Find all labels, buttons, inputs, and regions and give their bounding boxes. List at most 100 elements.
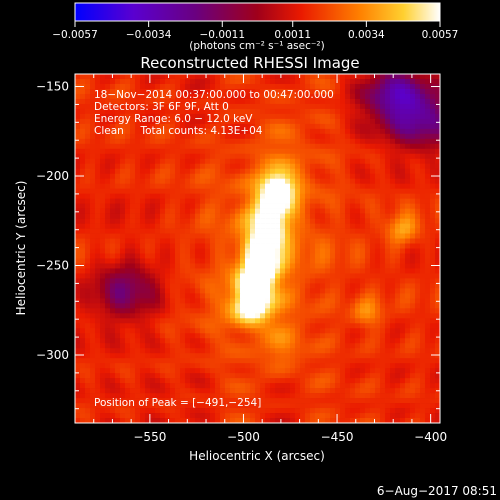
- heatmap-cell: [330, 288, 336, 294]
- heatmap-cell: [335, 273, 341, 279]
- heatmap-cell: [90, 333, 96, 339]
- heatmap-cell: [280, 258, 286, 264]
- heatmap-cell: [170, 328, 176, 334]
- heatmap-cell: [90, 403, 96, 409]
- heatmap-cell: [135, 138, 141, 145]
- heatmap-cell: [355, 268, 361, 274]
- heatmap-cell: [415, 283, 421, 289]
- heatmap-cell: [135, 248, 141, 254]
- heatmap-cell: [150, 303, 156, 309]
- heatmap-cell: [205, 408, 211, 414]
- heatmap-cell: [430, 278, 436, 284]
- heatmap-cell: [120, 278, 126, 284]
- heatmap-cell: [145, 178, 151, 185]
- heatmap-cell: [235, 213, 241, 219]
- heatmap-cell: [370, 113, 376, 120]
- heatmap-cell: [325, 403, 331, 409]
- heatmap-cell: [80, 128, 86, 135]
- heatmap-cell: [115, 103, 121, 110]
- heatmap-cell: [100, 78, 106, 85]
- heatmap-cell: [145, 353, 151, 359]
- heatmap-cell: [115, 343, 121, 349]
- heatmap-cell: [215, 183, 221, 190]
- heatmap-cell: [305, 188, 311, 195]
- heatmap-cell: [270, 243, 276, 249]
- heatmap-cell: [185, 398, 191, 404]
- heatmap-cell: [435, 293, 441, 299]
- heatmap-cell: [160, 253, 166, 259]
- heatmap-cell: [265, 78, 271, 85]
- heatmap-cell: [85, 108, 91, 115]
- heatmap-cell: [275, 243, 281, 249]
- heatmap-cell: [240, 373, 246, 379]
- heatmap-cell: [305, 143, 311, 150]
- heatmap-cell: [400, 148, 406, 155]
- heatmap-cell: [215, 253, 221, 259]
- heatmap-cell: [165, 238, 171, 244]
- heatmap-cell: [160, 103, 166, 110]
- heatmap-cell: [405, 338, 411, 344]
- heatmap-cell: [125, 353, 131, 359]
- heatmap-cell: [415, 288, 421, 294]
- heatmap-cell: [190, 408, 196, 414]
- heatmap-cell: [175, 108, 181, 115]
- heatmap-cell: [205, 348, 211, 354]
- heatmap-cell: [210, 123, 216, 130]
- heatmap-cell: [225, 88, 231, 95]
- heatmap-cell: [410, 343, 416, 349]
- heatmap-cell: [150, 253, 156, 259]
- heatmap-cell: [390, 163, 396, 170]
- heatmap-cell: [155, 328, 161, 334]
- heatmap-cell: [140, 143, 146, 150]
- heatmap-cell: [300, 183, 306, 190]
- heatmap-cell: [285, 153, 291, 160]
- heatmap-cell: [295, 318, 301, 324]
- heatmap-cell: [345, 183, 351, 190]
- heatmap-cell: [210, 253, 216, 259]
- heatmap-cell: [250, 373, 256, 379]
- heatmap-cell: [335, 233, 341, 239]
- heatmap-cell: [200, 103, 206, 110]
- heatmap-cell: [360, 303, 366, 309]
- heatmap-cell: [160, 218, 166, 224]
- heatmap-cell: [390, 293, 396, 299]
- heatmap-cell: [400, 183, 406, 190]
- heatmap-cell: [220, 293, 226, 299]
- heatmap-cell: [275, 143, 281, 150]
- heatmap-cell: [410, 193, 416, 199]
- heatmap-cell: [190, 298, 196, 304]
- heatmap-cell: [165, 113, 171, 120]
- heatmap-cell: [270, 318, 276, 324]
- heatmap-cell: [375, 403, 381, 409]
- heatmap-cell: [285, 383, 291, 389]
- heatmap-cell: [385, 403, 391, 409]
- heatmap-cell: [205, 403, 211, 409]
- heatmap-cell: [300, 293, 306, 299]
- heatmap-cell: [245, 268, 251, 274]
- heatmap-cell: [300, 343, 306, 349]
- heatmap-cell: [315, 243, 321, 249]
- heatmap-cell: [295, 323, 301, 329]
- heatmap-cell: [290, 123, 296, 130]
- heatmap-cell: [210, 213, 216, 219]
- heatmap-cell: [205, 178, 211, 185]
- heatmap-cell: [410, 313, 416, 319]
- heatmap-cell: [270, 138, 276, 145]
- heatmap-cell: [350, 108, 356, 115]
- heatmap-cell: [175, 128, 181, 135]
- heatmap-cell: [75, 338, 81, 344]
- heatmap-cell: [100, 248, 106, 254]
- heatmap-cell: [140, 378, 146, 384]
- heatmap-cell: [350, 258, 356, 264]
- heatmap-cell: [260, 408, 266, 414]
- heatmap-cell: [285, 163, 291, 170]
- heatmap-cell: [255, 93, 261, 100]
- heatmap-cell: [250, 288, 256, 294]
- heatmap-cell: [385, 188, 391, 195]
- heatmap-cell: [175, 368, 181, 374]
- heatmap-cell: [270, 278, 276, 284]
- heatmap-cell: [215, 338, 221, 344]
- heatmap-cell: [340, 338, 346, 344]
- heatmap-cell: [75, 398, 81, 404]
- heatmap-cell: [305, 383, 311, 389]
